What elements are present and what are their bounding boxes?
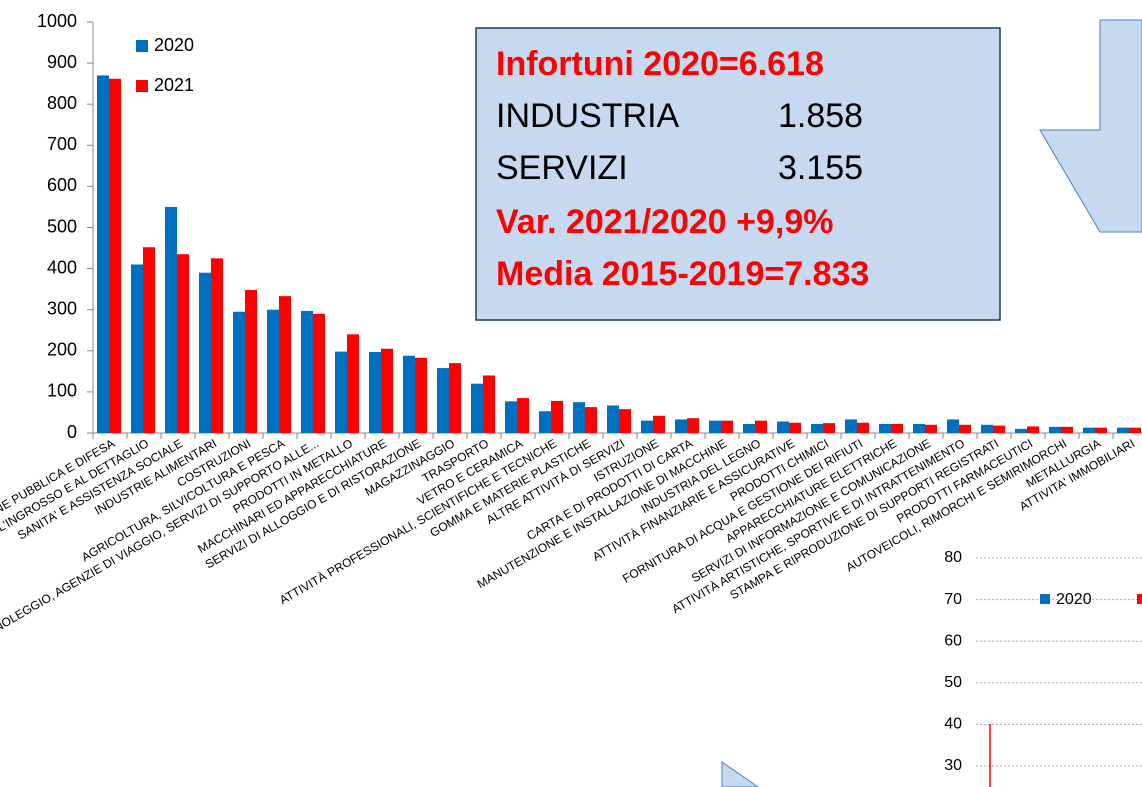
bar — [573, 402, 585, 433]
bar — [301, 310, 313, 433]
summary-value: 1.858 — [778, 97, 863, 135]
bar — [777, 421, 789, 433]
y-tick-label: 30 — [944, 757, 962, 774]
bar — [619, 409, 631, 433]
bar — [403, 355, 415, 433]
bar — [675, 419, 687, 433]
legend-swatch — [136, 80, 148, 92]
bar — [131, 264, 143, 433]
bar — [347, 334, 359, 433]
bar — [981, 424, 993, 433]
inset-chart: 30 40 50 60 70 80 2020 — [944, 549, 1142, 774]
summary-title: Infortuni 2020=6.618 — [496, 45, 824, 83]
bar — [857, 422, 869, 433]
bar — [335, 351, 347, 433]
bar — [165, 206, 177, 433]
legend-label: 2020 — [1056, 591, 1092, 608]
y-tick-label: 0 — [67, 422, 77, 442]
y-tick-label: 50 — [944, 674, 962, 691]
bar — [313, 313, 325, 433]
y-tick-label: 80 — [944, 549, 962, 566]
bar — [891, 423, 903, 433]
y-tick-label: 500 — [47, 216, 77, 236]
bar — [641, 420, 653, 433]
legend-swatch — [1040, 594, 1050, 604]
bar — [823, 423, 835, 433]
legend-swatch — [1137, 594, 1142, 604]
y-tick-label: 600 — [47, 175, 77, 195]
bar — [687, 418, 699, 433]
summary-line: Media 2015-2019=7.833 — [496, 255, 869, 293]
y-tick-label: 200 — [47, 340, 77, 360]
callout-shape — [721, 761, 759, 787]
bar — [505, 401, 517, 433]
bar — [415, 357, 427, 433]
bar — [279, 296, 291, 433]
bar — [721, 420, 733, 433]
bar — [845, 419, 857, 433]
bar — [109, 78, 121, 433]
bar — [607, 405, 619, 433]
callout-shape — [1039, 19, 1142, 233]
y-tick-label: 900 — [47, 52, 77, 72]
y-tick-label: 800 — [47, 93, 77, 113]
bar — [993, 425, 1005, 433]
bar — [1015, 428, 1027, 433]
bar — [551, 400, 563, 433]
y-tick-label: 100 — [47, 381, 77, 401]
bar — [211, 258, 223, 433]
bar — [449, 363, 461, 433]
y-tick-label: 700 — [47, 134, 77, 154]
bar — [471, 383, 483, 433]
bar — [709, 420, 721, 433]
bar — [143, 247, 155, 433]
y-tick-label: 400 — [47, 257, 77, 277]
bar — [1061, 426, 1073, 433]
bar — [1117, 427, 1129, 433]
bar — [381, 348, 393, 433]
bar — [97, 75, 109, 434]
bar — [789, 422, 801, 433]
bar — [743, 423, 755, 433]
bar — [1095, 427, 1107, 433]
bar — [517, 398, 529, 433]
bar — [1027, 426, 1039, 433]
legend-swatch — [136, 40, 148, 52]
bar — [483, 375, 495, 433]
bar — [913, 423, 925, 433]
bar — [539, 411, 551, 433]
bar — [233, 311, 245, 433]
y-tick-label: 300 — [47, 298, 77, 318]
summary-label: SERVIZI — [496, 149, 628, 187]
y-tick-label: 40 — [944, 716, 962, 733]
bar — [369, 352, 381, 433]
summary-value: 3.155 — [778, 149, 863, 187]
bar — [177, 254, 189, 433]
bar — [1129, 427, 1141, 433]
bar — [879, 423, 891, 433]
bar — [755, 420, 767, 433]
bar — [947, 419, 959, 433]
bar — [199, 272, 211, 433]
bar — [959, 424, 971, 433]
y-tick-label: 70 — [944, 591, 962, 608]
bar — [653, 415, 665, 433]
legend-label: 2021 — [154, 75, 194, 95]
inset-background — [900, 548, 1142, 787]
legend-label: 2020 — [154, 35, 194, 55]
bar — [1083, 427, 1095, 433]
y-tick-label: 1000 — [37, 11, 77, 31]
y-tick-label: 60 — [944, 632, 962, 649]
bar — [585, 407, 597, 433]
bar — [437, 368, 449, 433]
summary-box — [475, 27, 1001, 321]
summary-line: Var. 2021/2020 +9,9% — [496, 203, 833, 241]
bar — [245, 289, 257, 433]
bar — [925, 424, 937, 433]
bar — [267, 309, 279, 433]
bar — [1049, 426, 1061, 433]
summary-label: INDUSTRIA — [496, 97, 680, 135]
bar — [811, 423, 823, 433]
